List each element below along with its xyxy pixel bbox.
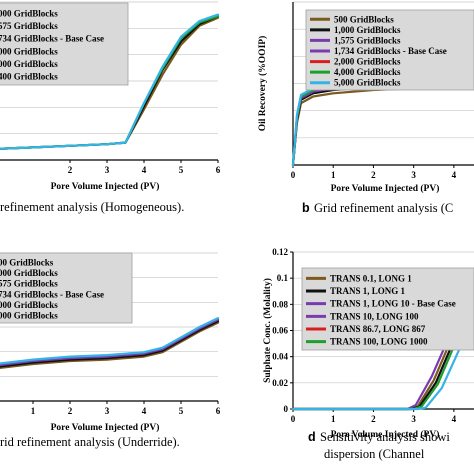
- legend-label: TRANS 100, LONG 1000: [330, 337, 428, 347]
- x-tick-label: 3: [411, 414, 416, 424]
- legend-label: 734 GridBlocks - Base Case: [0, 34, 104, 44]
- y-tick-label: 0.1: [277, 273, 289, 283]
- legend-label: 1,734 GridBlocks - Base Case: [334, 46, 447, 56]
- y-tick-label: 0: [284, 404, 289, 414]
- caption-text: Grid refinement analysis (C: [314, 201, 453, 215]
- y-tick-label: 0.02: [272, 378, 288, 388]
- x-tick-label: 2: [68, 165, 73, 175]
- x-tick-label: 4: [452, 414, 457, 424]
- y-tick-label: 0.06: [272, 326, 288, 336]
- caption-text: rid refinement analysis (Underride).: [0, 435, 180, 449]
- x-tick-label: 3: [105, 165, 110, 175]
- legend-label: 575 GridBlocks: [0, 21, 58, 31]
- series-line-3: [0, 318, 220, 367]
- y-tick-label: 0.04: [272, 352, 288, 362]
- x-tick-label: 0: [291, 170, 296, 180]
- legend: 000 GridBlocks 575 GridBlocks 734 GridBloc…: [0, 2, 129, 86]
- legend-label: 400 GridBlocks: [0, 72, 58, 82]
- legend-label: 000 GridBlocks: [0, 46, 58, 56]
- x-tick-label: 2: [371, 414, 376, 424]
- x-tick-label: 3: [411, 170, 416, 180]
- x-tick-label: 4: [452, 170, 457, 180]
- x-tick-label: 6: [216, 165, 221, 175]
- legend-label: TRANS 10, LONG 100: [330, 311, 419, 321]
- x-tick-label: 5: [179, 165, 184, 175]
- y-tick-label: 0.08: [272, 299, 288, 309]
- chart-panel-2: 0 1 2 3 4 Pore Volume Injected (PV) Oil Recove…: [257, 1, 474, 215]
- caption-text: refinement analysis (Homogeneous).: [0, 200, 184, 214]
- x-tick-label: 6: [216, 406, 221, 416]
- x-axis-label: Pore Volume Injected (PV): [51, 181, 160, 192]
- legend-label: TRANS 1, LONG 10 - Base Case: [330, 299, 456, 309]
- legend-label: 575 GridBlocks: [0, 279, 58, 289]
- chart-panel-3: 1 2 3 4 5 6 Pore Volume Injected (PV) 00 GridBl…: [0, 252, 221, 449]
- x-tick-label: 1: [31, 406, 36, 416]
- series-line-1: [0, 321, 220, 370]
- x-tick-label: 0: [291, 414, 296, 424]
- caption-label: d: [308, 430, 316, 444]
- x-tick-label: 3: [105, 406, 110, 416]
- caption-text-line2: dispersion (Channel: [324, 447, 425, 461]
- caption-label: b: [302, 201, 310, 215]
- series-line-4: [0, 317, 220, 365]
- legend-label: 000 GridBlocks: [0, 268, 58, 278]
- legend-label: 00 GridBlocks: [0, 257, 54, 267]
- x-tick-label: 4: [142, 406, 147, 416]
- series-line-4: [0, 13, 220, 150]
- legend-label: 5,000 GridBlocks: [334, 78, 401, 88]
- x-axis-label: Pore Volume Injected (PV): [331, 183, 440, 194]
- legend-label: 000 GridBlocks: [0, 59, 58, 69]
- legend-label: 2,000 GridBlocks: [334, 57, 401, 67]
- legend-label: TRANS 0.1, LONG 1: [330, 273, 412, 283]
- legend-box: [0, 252, 133, 324]
- x-tick-label: 2: [371, 170, 376, 180]
- legend-label: 4,000 GridBlocks: [334, 67, 401, 77]
- y-tick-label: 0.12: [272, 247, 288, 257]
- legend-box: [301, 267, 474, 351]
- x-tick-label: 5: [179, 406, 184, 416]
- x-tick-label: 4: [142, 165, 147, 175]
- x-tick-label: 1: [331, 414, 336, 424]
- x-tick-label: 1: [331, 170, 336, 180]
- x-axis-label: Pore Volume Injected (PV): [51, 422, 160, 433]
- legend-box: [0, 2, 129, 86]
- y-axis-label: Oil Recovery (%OOIP): [257, 36, 268, 132]
- caption-text: Sensitivity analysis showi: [320, 430, 450, 444]
- y-axis-label: Sulphate Conc. (Molality): [262, 278, 273, 383]
- legend-label: 734 GridBlocks - Base Case: [0, 289, 104, 299]
- legend-label: 000 GridBlocks: [0, 8, 58, 18]
- legend-label: 1,000 GridBlocks: [334, 25, 401, 35]
- legend-label: 000 GridBlocks: [0, 311, 58, 321]
- legend-label: 000 GridBlocks: [0, 300, 58, 310]
- legend-box: [305, 9, 474, 91]
- legend: TRANS 0.1, LONG 1 TRANS 1, LONG 1 TRANS 1,…: [301, 267, 474, 351]
- chart-panel-1: 2 3 4 5 6 Pore Volume Injected (PV) 000 GridBl…: [0, 1, 221, 214]
- legend-label: 1,575 GridBlocks: [334, 35, 401, 45]
- series-line-2: [0, 320, 220, 368]
- legend-label: 500 GridBlocks: [334, 14, 394, 24]
- x-axis-label: Pore Volume Injected (PV): [331, 429, 440, 440]
- x-tick-label: 2: [68, 406, 73, 416]
- chart-panel-4: 0 1 2 3 4 0 0.02 0.04 0.06 0.08 0.1 0.12 Pore Volume…: [262, 247, 474, 461]
- legend-label: TRANS 1, LONG 1: [330, 286, 406, 296]
- legend-label: TRANS 86.7, LONG 867: [330, 324, 426, 334]
